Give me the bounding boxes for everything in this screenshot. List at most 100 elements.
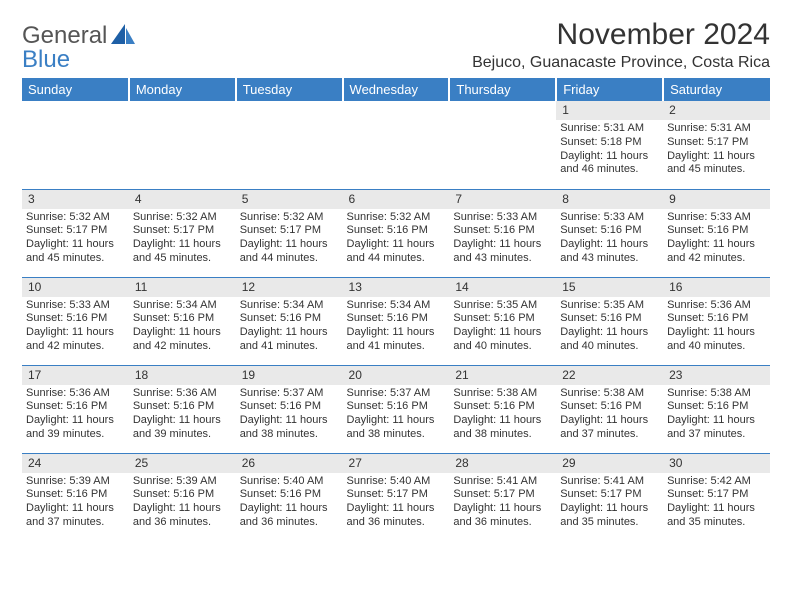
day-details: Sunrise: 5:34 AMSunset: 5:16 PMDaylight:…: [240, 299, 339, 354]
day-number: 3: [22, 190, 129, 209]
day-details: Sunrise: 5:32 AMSunset: 5:16 PMDaylight:…: [347, 211, 446, 266]
day-details: Sunrise: 5:31 AMSunset: 5:18 PMDaylight:…: [560, 122, 659, 177]
calendar-day-cell: 11 Sunrise: 5:34 AMSunset: 5:16 PMDayligh…: [129, 277, 236, 365]
calendar-day-cell: 29 Sunrise: 5:41 AMSunset: 5:17 PMDayligh…: [556, 453, 663, 541]
day-number: 24: [22, 454, 129, 473]
weekday-header: Sunday: [22, 78, 129, 101]
day-number: 22: [556, 366, 663, 385]
day-number: 7: [449, 190, 556, 209]
day-details: Sunrise: 5:41 AMSunset: 5:17 PMDaylight:…: [560, 475, 659, 530]
day-details: Sunrise: 5:32 AMSunset: 5:17 PMDaylight:…: [26, 211, 125, 266]
calendar-day-cell: 18 Sunrise: 5:36 AMSunset: 5:16 PMDayligh…: [129, 365, 236, 453]
calendar-day-cell: [343, 101, 450, 189]
header: General Blue November 2024 Bejuco, Guana…: [22, 18, 770, 72]
calendar-day-cell: 25 Sunrise: 5:39 AMSunset: 5:16 PMDayligh…: [129, 453, 236, 541]
calendar-day-cell: 23 Sunrise: 5:38 AMSunset: 5:16 PMDayligh…: [663, 365, 770, 453]
calendar-day-cell: 20 Sunrise: 5:37 AMSunset: 5:16 PMDayligh…: [343, 365, 450, 453]
day-number: 30: [663, 454, 770, 473]
day-number: 13: [343, 278, 450, 297]
day-details: Sunrise: 5:40 AMSunset: 5:16 PMDaylight:…: [240, 475, 339, 530]
day-details: Sunrise: 5:33 AMSunset: 5:16 PMDaylight:…: [453, 211, 552, 266]
location: Bejuco, Guanacaste Province, Costa Rica: [472, 54, 770, 72]
day-details: Sunrise: 5:34 AMSunset: 5:16 PMDaylight:…: [133, 299, 232, 354]
calendar-day-cell: [22, 101, 129, 189]
day-details: Sunrise: 5:38 AMSunset: 5:16 PMDaylight:…: [667, 387, 766, 442]
day-number: 29: [556, 454, 663, 473]
day-number: 20: [343, 366, 450, 385]
calendar-day-cell: 14 Sunrise: 5:35 AMSunset: 5:16 PMDayligh…: [449, 277, 556, 365]
day-details: Sunrise: 5:39 AMSunset: 5:16 PMDaylight:…: [26, 475, 125, 530]
calendar-day-cell: 15 Sunrise: 5:35 AMSunset: 5:16 PMDayligh…: [556, 277, 663, 365]
calendar-day-cell: 22Sunrise: 5:38 AMSunset: 5:16 PMDayligh…: [556, 365, 663, 453]
title-block: November 2024 Bejuco, Guanacaste Provinc…: [472, 18, 770, 72]
day-details: Sunrise: 5:32 AMSunset: 5:17 PMDaylight:…: [240, 211, 339, 266]
calendar-day-cell: 30 Sunrise: 5:42 AMSunset: 5:17 PMDayligh…: [663, 453, 770, 541]
calendar-day-cell: 24 Sunrise: 5:39 AMSunset: 5:16 PMDayligh…: [22, 453, 129, 541]
calendar-day-cell: 17Sunrise: 5:36 AMSunset: 5:16 PMDayligh…: [22, 365, 129, 453]
calendar-day-cell: [129, 101, 236, 189]
calendar-day-cell: 19 Sunrise: 5:37 AMSunset: 5:16 PMDayligh…: [236, 365, 343, 453]
calendar-week-row: 3Sunrise: 5:32 AMSunset: 5:17 PMDaylight…: [22, 189, 770, 277]
day-number: 23: [663, 366, 770, 385]
month-title: November 2024: [472, 18, 770, 52]
calendar-day-cell: 10Sunrise: 5:33 AMSunset: 5:16 PMDayligh…: [22, 277, 129, 365]
weekday-header: Tuesday: [236, 78, 343, 101]
day-number: 16: [663, 278, 770, 297]
calendar-day-cell: 26Sunrise: 5:40 AMSunset: 5:16 PMDayligh…: [236, 453, 343, 541]
calendar-day-cell: 21 Sunrise: 5:38 AMSunset: 5:16 PMDayligh…: [449, 365, 556, 453]
calendar-week-row: 17Sunrise: 5:36 AMSunset: 5:16 PMDayligh…: [22, 365, 770, 453]
day-details: Sunrise: 5:33 AMSunset: 5:16 PMDaylight:…: [26, 299, 125, 354]
weekday-header: Wednesday: [343, 78, 450, 101]
logo-sub: Blue: [22, 46, 70, 73]
day-details: Sunrise: 5:37 AMSunset: 5:16 PMDaylight:…: [240, 387, 339, 442]
calendar-day-cell: 27Sunrise: 5:40 AMSunset: 5:17 PMDayligh…: [343, 453, 450, 541]
weekday-header: Monday: [129, 78, 236, 101]
day-details: Sunrise: 5:42 AMSunset: 5:17 PMDaylight:…: [667, 475, 766, 530]
day-number: 5: [236, 190, 343, 209]
calendar-day-cell: 2Sunrise: 5:31 AMSunset: 5:17 PMDaylight…: [663, 101, 770, 189]
day-number: 11: [129, 278, 236, 297]
day-number: 19: [236, 366, 343, 385]
day-number: 15: [556, 278, 663, 297]
calendar-day-cell: 3 Sunrise: 5:32 AMSunset: 5:17 PMDaylight…: [22, 189, 129, 277]
day-number: 27: [343, 454, 450, 473]
day-details: Sunrise: 5:33 AMSunset: 5:16 PMDaylight:…: [560, 211, 659, 266]
day-number: 1: [556, 101, 663, 120]
day-number: 25: [129, 454, 236, 473]
day-number: 21: [449, 366, 556, 385]
calendar-day-cell: 9Sunrise: 5:33 AMSunset: 5:16 PMDaylight…: [663, 189, 770, 277]
day-details: Sunrise: 5:39 AMSunset: 5:16 PMDaylight:…: [133, 475, 232, 530]
calendar-day-cell: 8 Sunrise: 5:33 AMSunset: 5:16 PMDaylight…: [556, 189, 663, 277]
day-details: Sunrise: 5:35 AMSunset: 5:16 PMDaylight:…: [560, 299, 659, 354]
day-details: Sunrise: 5:36 AMSunset: 5:16 PMDaylight:…: [667, 299, 766, 354]
day-details: Sunrise: 5:32 AMSunset: 5:17 PMDaylight:…: [133, 211, 232, 266]
day-number: 28: [449, 454, 556, 473]
day-details: Sunrise: 5:41 AMSunset: 5:17 PMDaylight:…: [453, 475, 552, 530]
calendar-day-cell: 28 Sunrise: 5:41 AMSunset: 5:17 PMDayligh…: [449, 453, 556, 541]
day-details: Sunrise: 5:33 AMSunset: 5:16 PMDaylight:…: [667, 211, 766, 266]
calendar-day-cell: 13 Sunrise: 5:34 AMSunset: 5:16 PMDayligh…: [343, 277, 450, 365]
day-number: 14: [449, 278, 556, 297]
calendar-week-row: 24Sunrise: 5:39 AMSunset: 5:16 PMDayligh…: [22, 453, 770, 541]
logo-main: General: [22, 22, 107, 49]
weekday-header: Thursday: [449, 78, 556, 101]
day-details: Sunrise: 5:36 AMSunset: 5:16 PMDaylight:…: [133, 387, 232, 442]
day-details: Sunrise: 5:38 AMSunset: 5:16 PMDaylight:…: [453, 387, 552, 442]
weekday-header-row: SundayMondayTuesdayWednesdayThursdayFrid…: [22, 78, 770, 101]
logo: General Blue: [22, 24, 137, 72]
day-number: 18: [129, 366, 236, 385]
calendar-day-cell: 1 Sunrise: 5:31 AMSunset: 5:18 PMDaylight…: [556, 101, 663, 189]
weekday-header: Saturday: [663, 78, 770, 101]
day-number: 4: [129, 190, 236, 209]
calendar-week-row: 1 Sunrise: 5:31 AMSunset: 5:18 PMDaylight…: [22, 101, 770, 189]
day-number: 2: [663, 101, 770, 120]
weekday-header: Friday: [556, 78, 663, 101]
day-details: Sunrise: 5:34 AMSunset: 5:16 PMDaylight:…: [347, 299, 446, 354]
day-details: Sunrise: 5:35 AMSunset: 5:16 PMDaylight:…: [453, 299, 552, 354]
day-number: 8: [556, 190, 663, 209]
day-number: 6: [343, 190, 450, 209]
day-details: Sunrise: 5:37 AMSunset: 5:16 PMDaylight:…: [347, 387, 446, 442]
calendar-day-cell: [236, 101, 343, 189]
calendar-table: SundayMondayTuesdayWednesdayThursdayFrid…: [22, 78, 770, 541]
calendar-day-cell: 5 Sunrise: 5:32 AMSunset: 5:17 PMDaylight…: [236, 189, 343, 277]
